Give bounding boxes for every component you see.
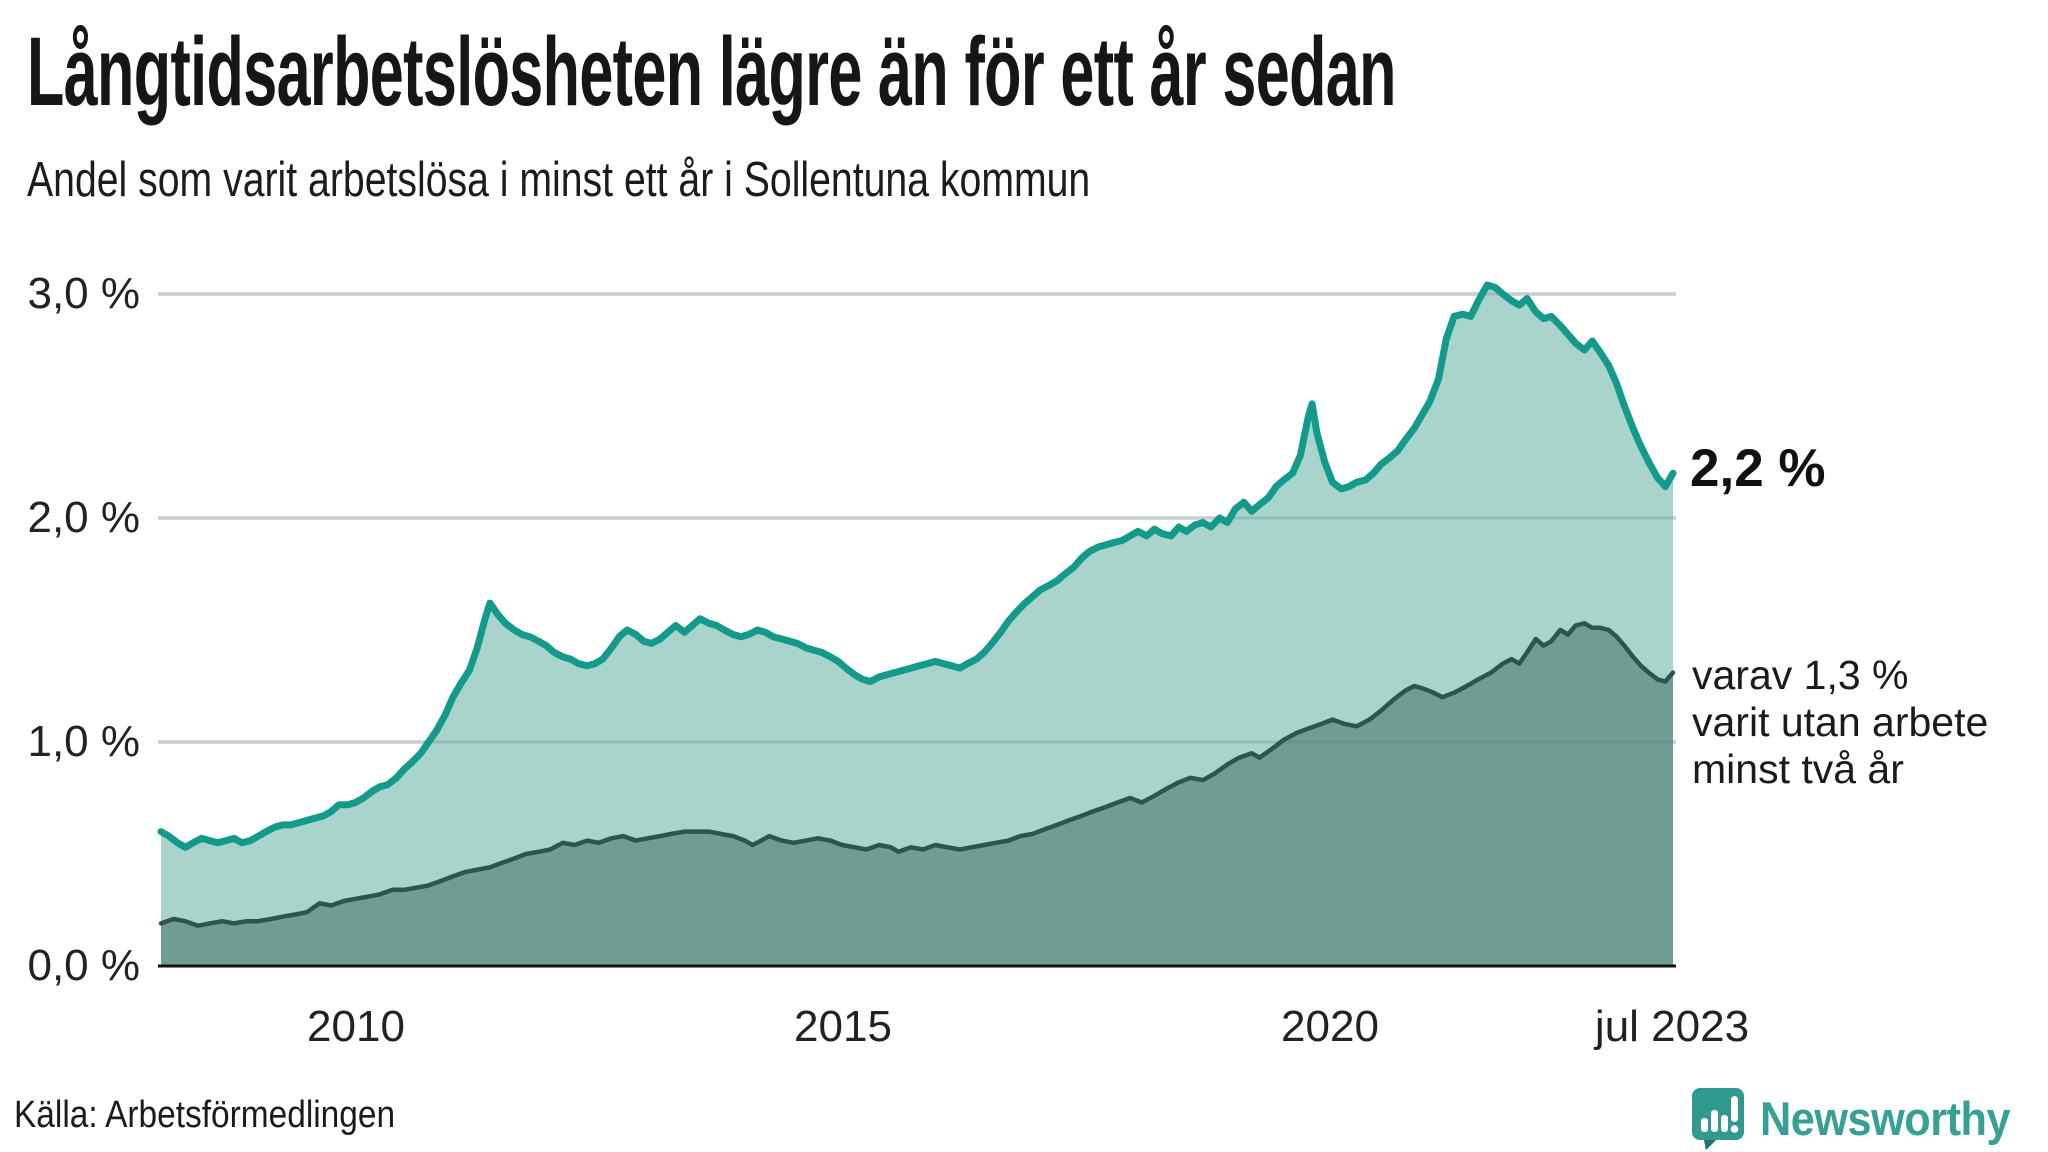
line-two-years <box>158 621 1676 928</box>
source-note: Källa: Arbetsförmedlingen <box>14 1094 396 1136</box>
two-year-note: varav 1,3 % varit utan arbete minst två … <box>1692 652 1988 793</box>
x-tick-jul-2023: jul 2023 <box>1594 1002 1750 1051</box>
y-tick-0: 0,0 % <box>27 941 140 990</box>
brand-logo: Newsworthy <box>1690 1086 2032 1150</box>
two-year-note-line3: minst två år <box>1692 746 1904 792</box>
line-one-year <box>157 281 1677 851</box>
newsworthy-icon <box>1692 1088 1745 1150</box>
y-tick-1: 1,0 % <box>27 717 140 766</box>
x-tick-2010: 2010 <box>307 1002 405 1051</box>
brand-name: Newsworthy <box>1760 1091 2011 1145</box>
latest-value-label: 2,2 % <box>1690 439 1826 498</box>
area-two-years <box>161 623 1673 966</box>
two-year-note-line2: varit utan arbete <box>1692 699 1989 745</box>
page-subtitle: Andel som varit arbetslösa i minst ett å… <box>27 153 1091 207</box>
x-tick-2020: 2020 <box>1281 1002 1379 1051</box>
two-year-note-line1: varav 1,3 % <box>1692 652 1909 698</box>
page-title: Långtidsarbetslösheten lägre än för ett … <box>27 17 1396 126</box>
x-tick-2015: 2015 <box>794 1002 892 1051</box>
y-tick-3: 3,0 % <box>27 269 140 318</box>
y-tick-2: 2,0 % <box>27 493 140 542</box>
